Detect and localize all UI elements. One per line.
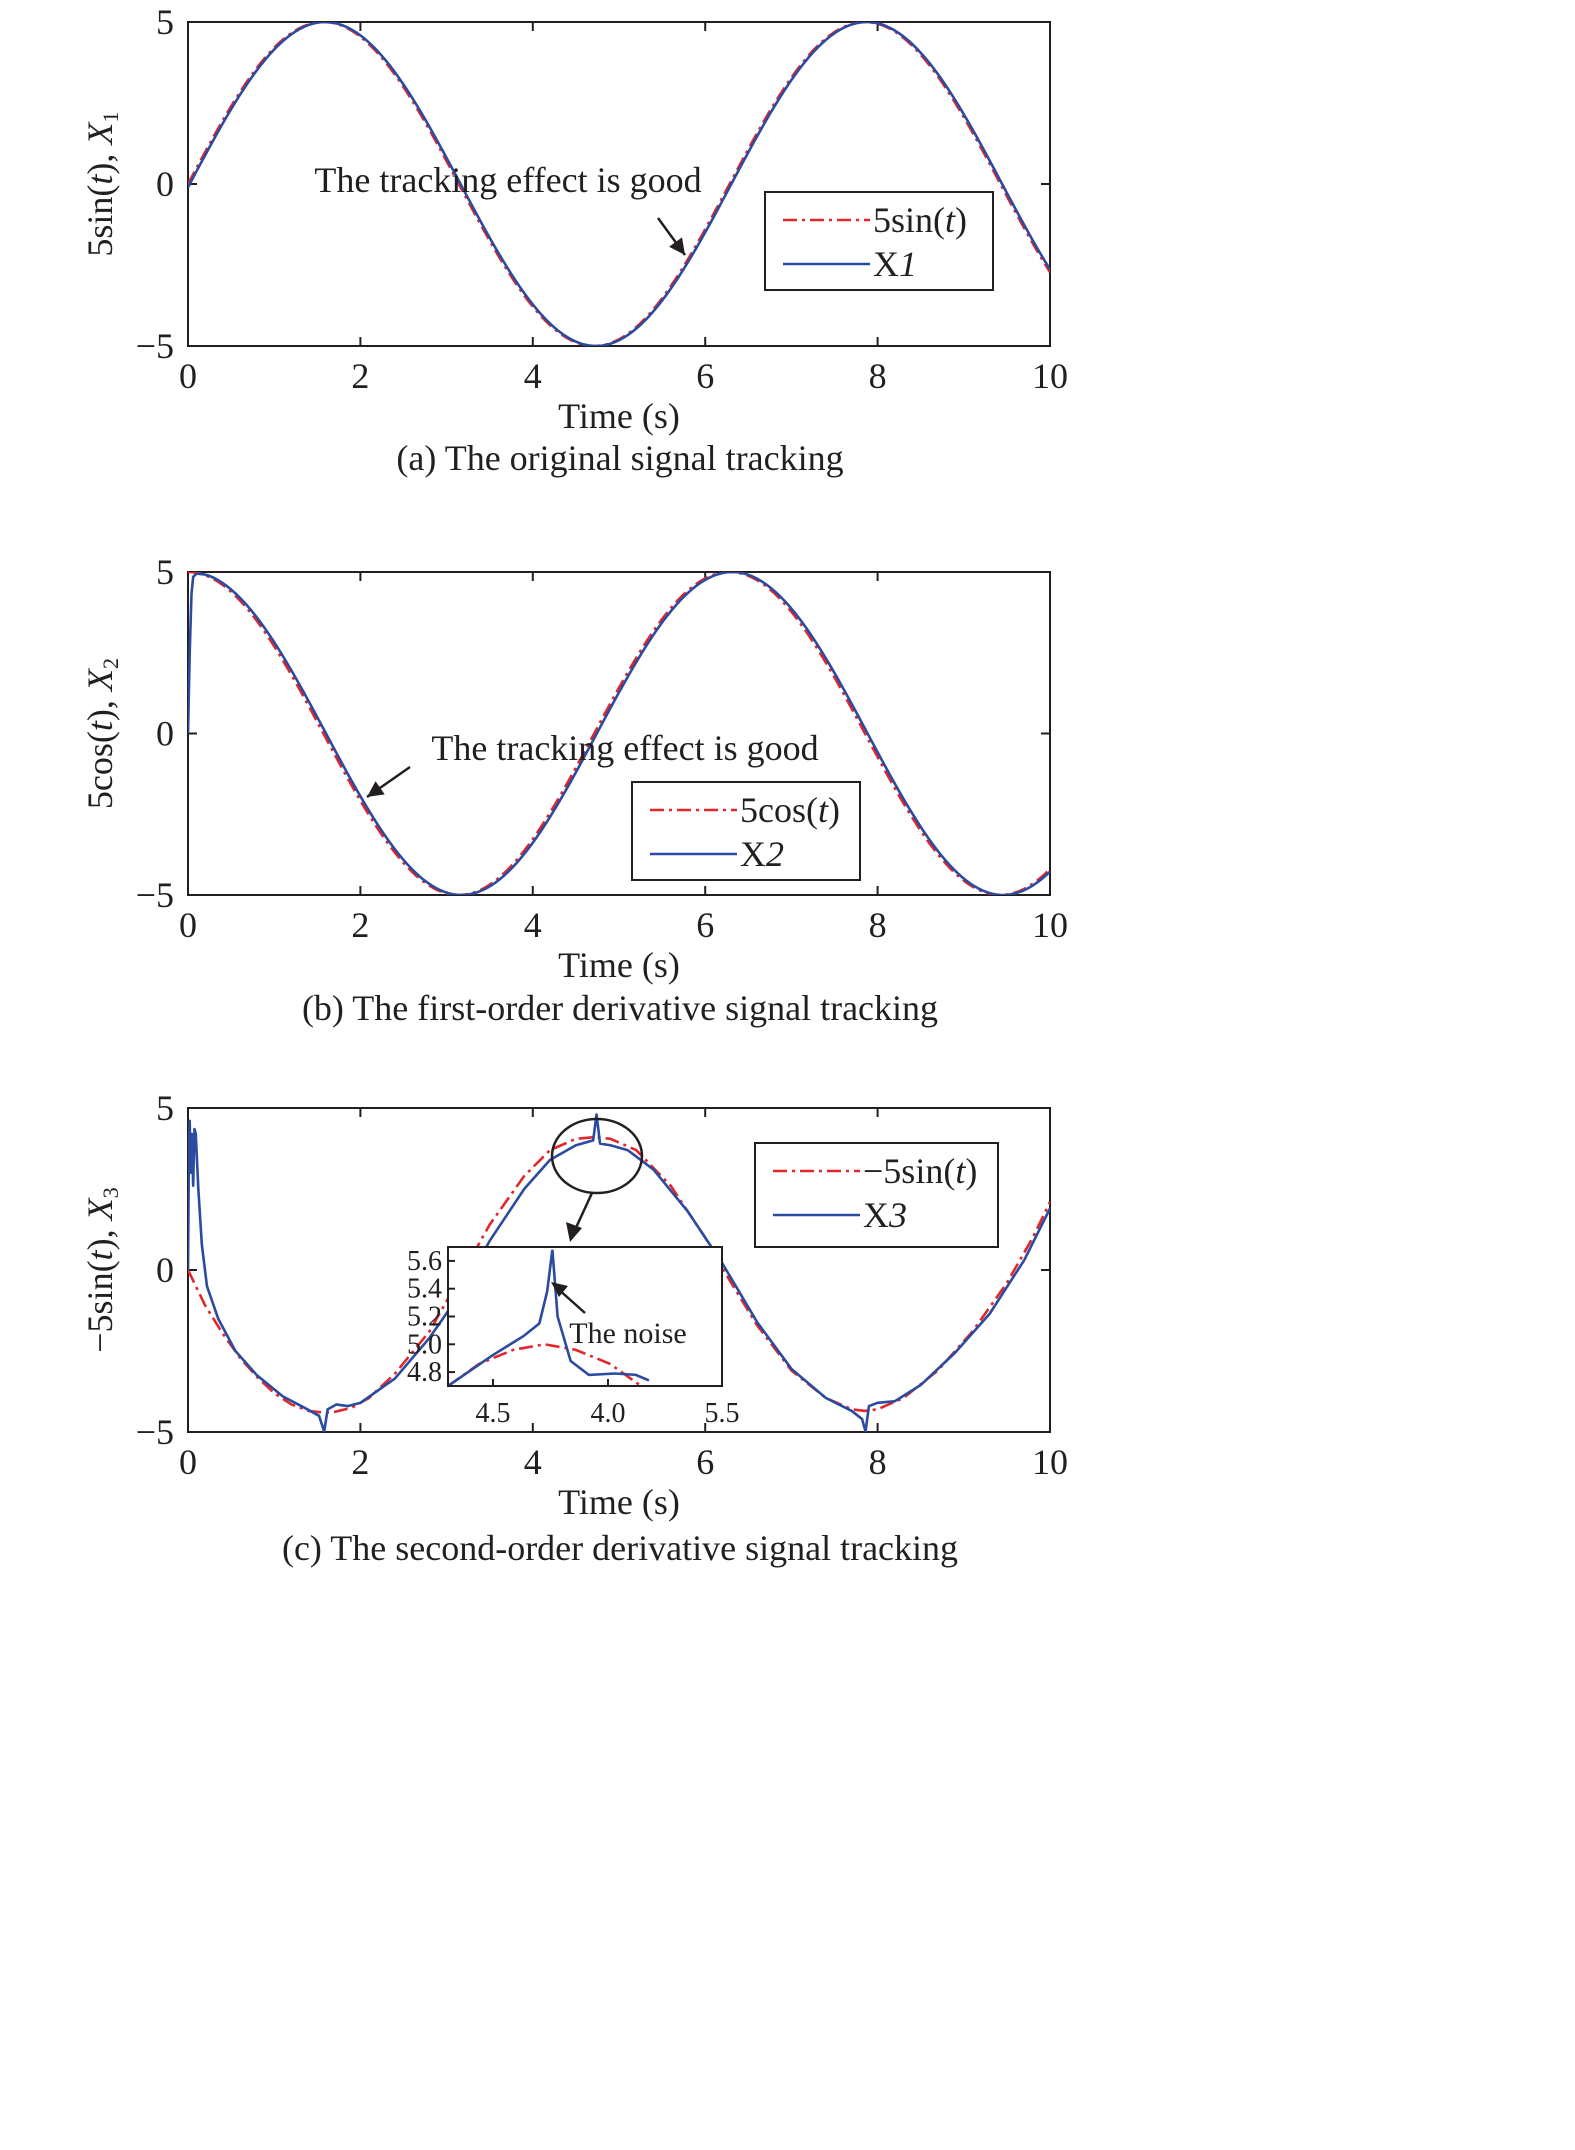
inset-y-tick-label: 5.6 <box>407 1246 442 1277</box>
y-axis-label: −5sin(t), X3 <box>80 1187 123 1352</box>
legend: 5sin(t)X1 <box>764 191 994 291</box>
y-tick-label: −5 <box>136 326 174 366</box>
zoom-circle <box>550 1117 644 1195</box>
inset-x-tick-label: 4.5 <box>476 1398 511 1429</box>
x-tick-label: 0 <box>179 356 197 396</box>
inset-y-tick-label: 5.0 <box>407 1329 442 1360</box>
y-tick-label: −5 <box>136 1412 174 1452</box>
series-line-tracked <box>188 1113 1050 1432</box>
x-axis-label: Time (s) <box>558 1482 680 1522</box>
inset-x-tick-label: 4.0 <box>591 1398 626 1429</box>
series-line-tracked <box>188 22 1050 346</box>
y-tick-label: 0 <box>156 1250 174 1290</box>
y-axis-label: 5sin(t), X1 <box>80 111 123 256</box>
y-tick-label: 5 <box>156 552 174 592</box>
annotation-text: The tracking effect is good <box>431 728 818 768</box>
annotation-arrowhead <box>669 237 685 255</box>
legend-box <box>764 191 994 291</box>
x-tick-label: 2 <box>351 905 369 945</box>
series-line-reference <box>188 1135 1050 1414</box>
y-tick-label: 5 <box>156 1088 174 1128</box>
inset-annotation-arrowhead <box>551 1282 568 1297</box>
x-tick-label: 10 <box>1032 1442 1068 1482</box>
y-tick-label: 0 <box>156 714 174 754</box>
x-axis-label: Time (s) <box>558 396 680 436</box>
annotation-text: The tracking effect is good <box>314 160 701 200</box>
x-tick-label: 8 <box>869 1442 887 1482</box>
x-tick-label: 0 <box>179 905 197 945</box>
x-tick-label: 2 <box>351 356 369 396</box>
y-tick-label: 0 <box>156 164 174 204</box>
x-tick-label: 6 <box>696 356 714 396</box>
x-tick-label: 10 <box>1032 905 1068 945</box>
series-line-reference <box>188 572 1050 895</box>
zoom-arrow <box>572 1192 594 1233</box>
inset-background <box>448 1247 722 1386</box>
x-tick-label: 4 <box>524 1442 542 1482</box>
x-tick-label: 8 <box>869 356 887 396</box>
y-tick-label: −5 <box>136 875 174 915</box>
legend-label: X3 <box>863 1195 907 1235</box>
x-tick-label: 6 <box>696 1442 714 1482</box>
x-tick-label: 6 <box>696 905 714 945</box>
legend-label: 5sin(t) <box>873 200 967 240</box>
y-axis-label: 5cos(t), X2 <box>80 658 123 809</box>
inset-annotation-text: The noise <box>569 1317 686 1350</box>
zoom-arrowhead <box>566 1222 582 1242</box>
x-tick-label: 4 <box>524 356 542 396</box>
panel-caption: (a) The original signal tracking <box>396 438 843 478</box>
legend: −5sin(t)X3 <box>754 1142 999 1248</box>
x-tick-label: 4 <box>524 905 542 945</box>
y-tick-label: 5 <box>156 2 174 42</box>
x-tick-label: 10 <box>1032 356 1068 396</box>
inset-y-tick-label: 4.8 <box>407 1357 442 1388</box>
legend: 5cos(t)X2 <box>631 781 861 881</box>
x-tick-label: 2 <box>351 1442 369 1482</box>
legend-box <box>754 1142 999 1248</box>
inset-x-tick-label: 5.5 <box>705 1398 740 1429</box>
annotation-arrowhead <box>367 781 385 797</box>
legend-label: X1 <box>873 244 917 284</box>
legend-label: X2 <box>740 834 784 874</box>
inset-y-tick-label: 5.4 <box>407 1274 442 1305</box>
x-axis-label: Time (s) <box>558 945 680 985</box>
series-line-tracked <box>188 572 1050 895</box>
x-tick-label: 8 <box>869 905 887 945</box>
panel-caption: (c) The second-order derivative signal t… <box>282 1528 958 1568</box>
legend-label: −5sin(t) <box>863 1151 977 1191</box>
inset-plot: 4.85.05.25.45.6 4.5 4.0 5.5 The noise <box>407 1246 740 1429</box>
inset-y-tick-label: 5.2 <box>407 1302 442 1333</box>
legend-box <box>631 781 861 881</box>
legend-label: 5cos(t) <box>740 790 840 830</box>
x-tick-label: 0 <box>179 1442 197 1482</box>
panel-caption: (b) The first-order derivative signal tr… <box>302 988 938 1028</box>
